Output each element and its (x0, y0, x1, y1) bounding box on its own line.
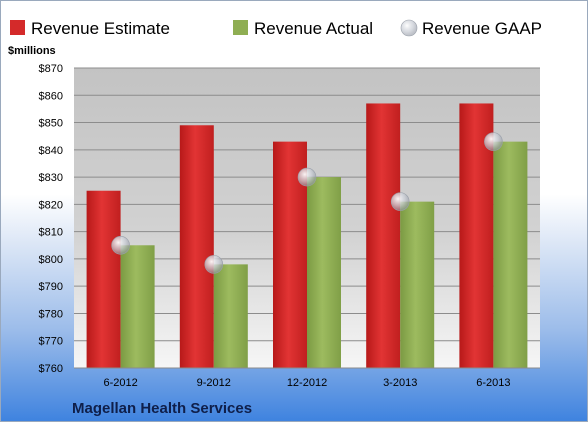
bar-revenue-actual (120, 245, 155, 368)
legend-swatch-gaap (400, 19, 418, 37)
marker-revenue-gaap (484, 132, 503, 151)
x-tick-label: 6-2013 (476, 377, 510, 389)
y-tick-label: $840 (39, 145, 63, 157)
y-tick-label: $860 (39, 90, 63, 102)
y-tick-label: $780 (39, 308, 63, 320)
legend: Revenue Estimate Revenue Actual Revenue … (10, 19, 542, 38)
x-tick-label: 9-2012 (197, 377, 231, 389)
bar-revenue-estimate (179, 125, 214, 368)
y-tick-label: $820 (39, 199, 63, 211)
y-tick-label: $790 (39, 281, 63, 293)
marker-revenue-gaap (297, 167, 317, 187)
marker-revenue-gaap (111, 235, 130, 255)
y-tick-label: $810 (39, 227, 63, 239)
marker-revenue-gaap (204, 255, 224, 274)
bar-revenue-actual (400, 201, 435, 368)
legend-label-estimate: Revenue Estimate (31, 19, 170, 38)
x-axis-ticks: 6-2012 9-2012 12-2012 3-2013 6-2013 (103, 377, 510, 389)
gaap-markers (111, 132, 503, 274)
company-name: Magellan Health Services (72, 400, 252, 417)
legend-swatch-actual (233, 20, 248, 35)
y-tick-label: $850 (39, 118, 63, 130)
y-unit-label: $millions (8, 45, 56, 57)
x-tick-label: 6-2012 (103, 377, 137, 389)
bar-revenue-actual (307, 177, 341, 368)
y-tick-label: $830 (39, 172, 63, 184)
bar-revenue-estimate (366, 103, 401, 369)
y-tick-label: $800 (39, 254, 63, 266)
legend-label-actual: Revenue Actual (254, 19, 373, 38)
legend-swatch-estimate (10, 20, 25, 35)
x-tick-label: 12-2012 (287, 377, 327, 389)
bars (86, 103, 528, 369)
y-tick-label: $760 (39, 363, 63, 375)
y-tick-label: $870 (39, 63, 63, 75)
bar-revenue-actual (493, 141, 528, 368)
legend-label-gaap: Revenue GAAP (422, 19, 542, 38)
bar-revenue-estimate (86, 190, 121, 368)
y-tick-label: $770 (39, 336, 63, 348)
marker-revenue-gaap (390, 192, 410, 211)
x-tick-label: 3-2013 (383, 377, 417, 389)
y-axis-ticks: $760 $770 $780 $790 $800 $810 $820 $830 $840 $850… (39, 63, 63, 375)
bar-revenue-actual (213, 264, 248, 368)
